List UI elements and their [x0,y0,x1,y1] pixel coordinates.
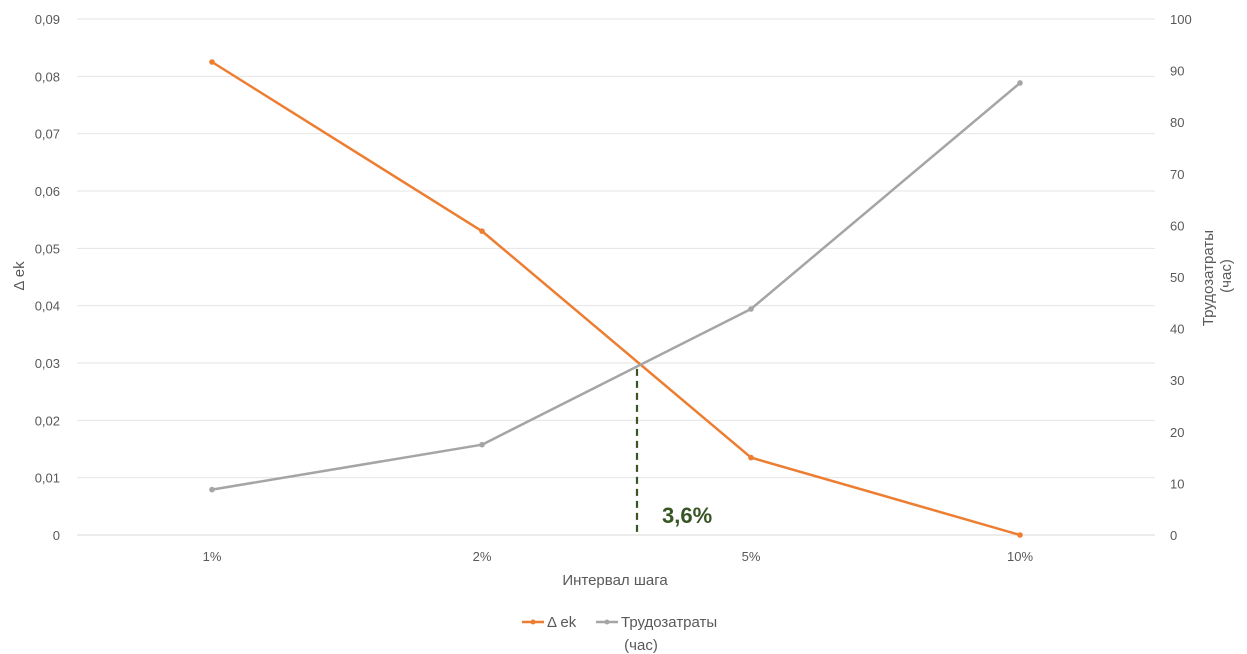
annotation-label: 3,6% [662,503,712,528]
legend-label-labor: Трудозатраты [621,614,717,631]
legend-item-delta-ek: Δ ek [522,614,577,631]
y-axis-title: Δ ek [11,261,28,291]
right-tick-label: 0 [1170,528,1177,543]
left-tick-label: 0,05 [35,241,60,256]
data-point-delta-ek [1017,532,1023,538]
left-tick-label: 0,02 [35,413,60,428]
right-tick-label: 30 [1170,373,1184,388]
data-point-labor [479,441,485,448]
right-tick-label: 50 [1170,270,1184,285]
y2-axis-title-line-1: Трудозатраты [1200,230,1217,326]
left-tick-label: 0,08 [35,69,60,84]
left-tick-label: 0,03 [35,356,60,371]
right-tick-label: 100 [1170,12,1192,27]
legend-item-labor: Трудозатраты (час) [596,614,717,654]
legend-label-labor-line-1: Трудозатраты [621,614,717,631]
left-tick-label: 0,06 [35,184,60,199]
right-tick-label: 90 [1170,64,1184,79]
series [209,59,1023,538]
legend-label-labor-line-2: (час) [624,637,658,654]
x-tick-label: 2% [473,549,492,564]
x-axis-ticks: 1% 2% 5% 10% [203,549,1034,564]
right-tick-label: 60 [1170,218,1184,233]
data-point-labor [748,306,754,312]
left-tick-label: 0,09 [35,12,60,27]
right-tick-label: 40 [1170,322,1184,337]
legend: Δ ek Трудозатраты (час) [522,614,717,654]
left-tick-label: 0 [53,528,60,543]
y2-axis-title: Трудозатраты (час) [1200,226,1235,326]
series-line-labor [211,82,1021,491]
x-axis-title: Интервал шага [562,572,668,589]
x-tick-label: 5% [742,549,761,564]
y2-axis-title-line-2: (час) [1218,259,1235,293]
right-tick-label: 10 [1170,476,1184,491]
data-point-delta-ek [479,228,485,234]
legend-label-delta-ek: Δ ek [547,614,577,631]
legend-marker-delta-ek [530,619,536,625]
left-tick-label: 0,04 [35,299,60,314]
left-tick-label: 0,07 [35,127,60,142]
right-tick-label: 70 [1170,167,1184,182]
data-point-delta-ek [748,454,754,461]
legend-marker-labor [604,619,610,625]
data-point-delta-ek [209,59,215,65]
right-axis-ticks: 0 10 20 30 40 50 60 70 80 90 100 [1170,12,1192,543]
left-tick-label: 0,01 [35,471,60,486]
data-point-labor [209,486,215,493]
series-line-delta-ek [211,60,1021,537]
right-tick-label: 20 [1170,425,1184,440]
right-tick-label: 80 [1170,115,1184,130]
x-tick-label: 10% [1007,549,1033,564]
annotation: 3,6% [635,368,712,535]
left-axis-ticks: 0 0,01 0,02 0,03 0,04 0,05 0,06 0,07 0,08 0,09 [35,12,60,543]
gridlines [77,18,1155,536]
x-tick-label: 1% [203,549,222,564]
data-point-labor [1017,80,1023,86]
